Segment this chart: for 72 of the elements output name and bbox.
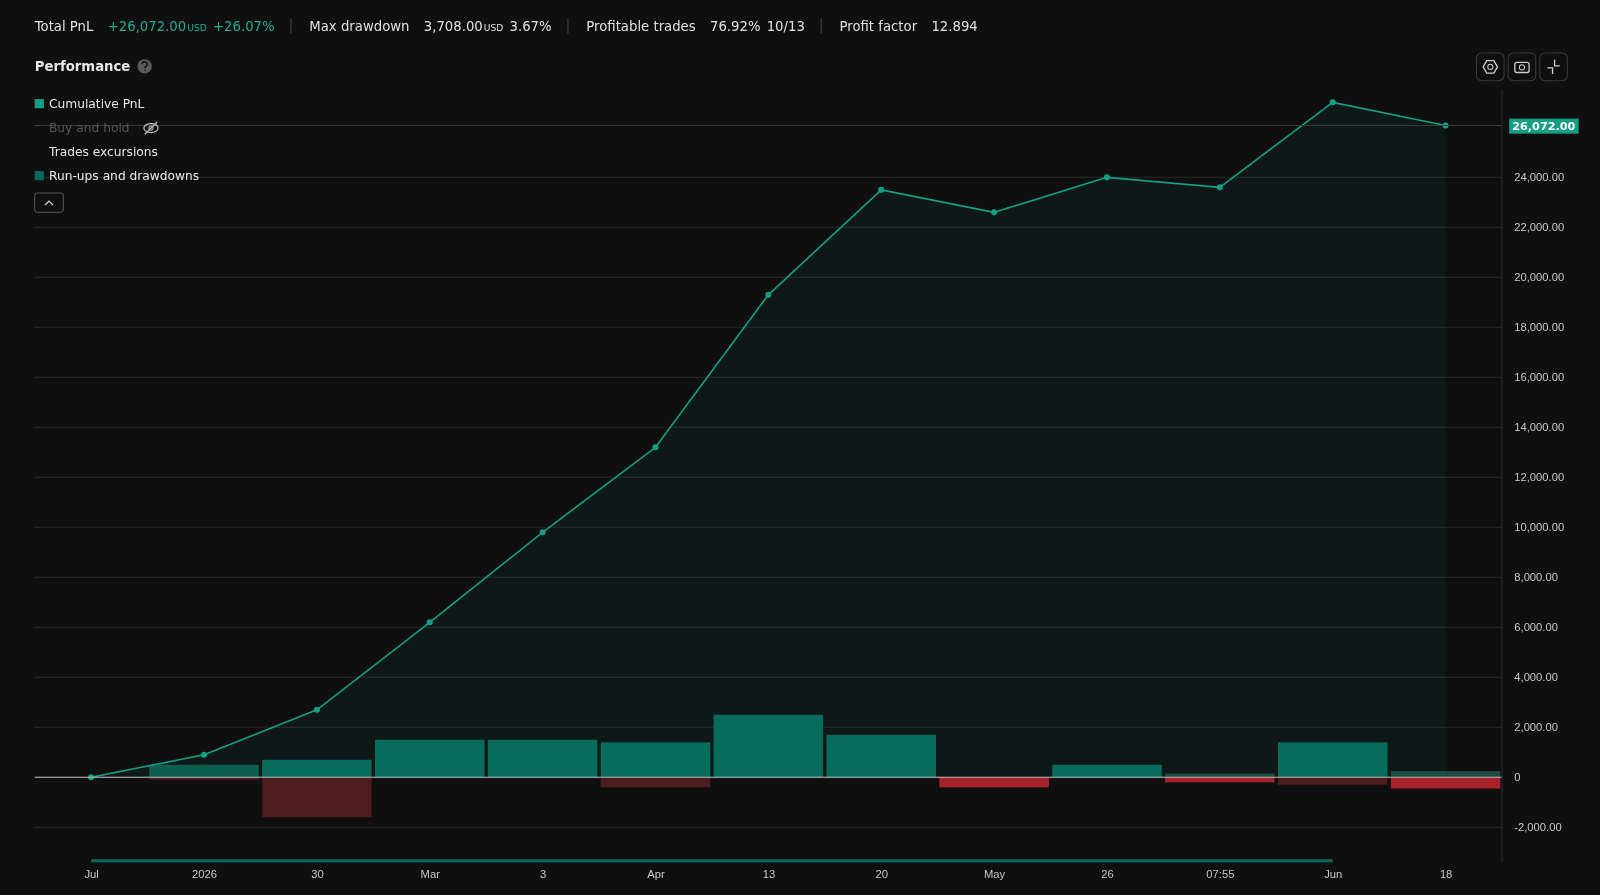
y-tick-label: -2,000.00: [1514, 821, 1562, 834]
y-tick-label: 16,000.00: [1514, 371, 1565, 384]
text: USD: [483, 21, 504, 33]
text: Total PnL: [33, 18, 94, 34]
point: [1216, 184, 1223, 191]
legend-label: Run-ups and drawdowns: [48, 169, 200, 184]
y-tick-label: 2,000.00: [1514, 721, 1558, 734]
text: 3.67%: [509, 18, 552, 34]
x-tick-label: Apr: [647, 868, 665, 881]
bar: [939, 777, 1049, 788]
bar: [262, 777, 372, 818]
x-tick-label: 13: [762, 868, 776, 881]
y-tick-label: 18,000.00: [1514, 321, 1565, 334]
bar: [600, 777, 711, 788]
text: 10/13: [766, 18, 805, 34]
bar: [149, 764, 259, 778]
bar: [1052, 764, 1162, 778]
text: 12.894: [931, 18, 978, 34]
y-tick-label: 6,000.00: [1514, 621, 1558, 634]
text: Profit factor: [839, 18, 918, 34]
point: [991, 209, 998, 216]
point: [539, 529, 546, 536]
y-tick-label: 14,000.00: [1514, 421, 1565, 434]
text: +26,072.00: [107, 18, 187, 34]
point: [1329, 99, 1336, 106]
point: [878, 186, 885, 193]
y-tick-label: 22,000.00: [1514, 221, 1565, 234]
annotation: Trades excursions: [47, 145, 158, 160]
point: [313, 706, 320, 713]
x-tick-label: 3: [540, 868, 547, 881]
x-tick-label: 20: [875, 868, 888, 881]
ref-line-label: 26,072.00: [1512, 119, 1576, 133]
x-tick-label: 07:55: [1206, 868, 1235, 881]
x-tick-label: 18: [1439, 868, 1453, 881]
bar: [375, 739, 485, 778]
y-tick-label: 12,000.00: [1514, 471, 1565, 484]
bar: [1277, 777, 1388, 785]
x-tick-label: 26: [1101, 868, 1114, 881]
bar: [713, 714, 824, 778]
y-tick-label: 8,000.00: [1514, 571, 1558, 584]
point: [200, 751, 208, 758]
bar: [1390, 771, 1501, 778]
text: +26.07%: [212, 18, 275, 34]
y-tick-label: 4,000.00: [1514, 671, 1558, 684]
point: [1103, 174, 1111, 181]
legend-label: Cumulative PnL: [48, 97, 145, 112]
bar: [1390, 777, 1501, 789]
text: Profitable trades: [586, 18, 696, 34]
x-tick-label: Mar: [420, 868, 441, 881]
bar: [1277, 742, 1388, 778]
point: [652, 444, 659, 451]
y-tick-label: 0: [1514, 771, 1521, 784]
x-tick-label: Jun: [1324, 868, 1343, 881]
x-tick-label: 2026: [192, 868, 217, 881]
x-tick-label: Jul: [84, 868, 99, 881]
x-tick-label: 30: [311, 868, 324, 881]
y-tick-label: 24,000.00: [1514, 171, 1565, 184]
y-tick-label: 10,000.00: [1514, 521, 1565, 534]
point: [426, 619, 433, 626]
chart-title: Performance: [34, 59, 131, 75]
text: Max drawdown: [309, 18, 410, 34]
annotation: Buy and hold: [48, 121, 130, 136]
bar: [262, 759, 372, 778]
text: USD: [187, 21, 207, 33]
bar: [487, 739, 598, 778]
text: 3,708.00: [423, 18, 483, 34]
bar: [826, 734, 936, 778]
y-tick-label: 20,000.00: [1514, 271, 1565, 284]
bar: [600, 742, 711, 778]
x-tick-label: May: [984, 868, 1006, 881]
text: 76.92%: [709, 18, 761, 34]
point: [765, 291, 772, 298]
